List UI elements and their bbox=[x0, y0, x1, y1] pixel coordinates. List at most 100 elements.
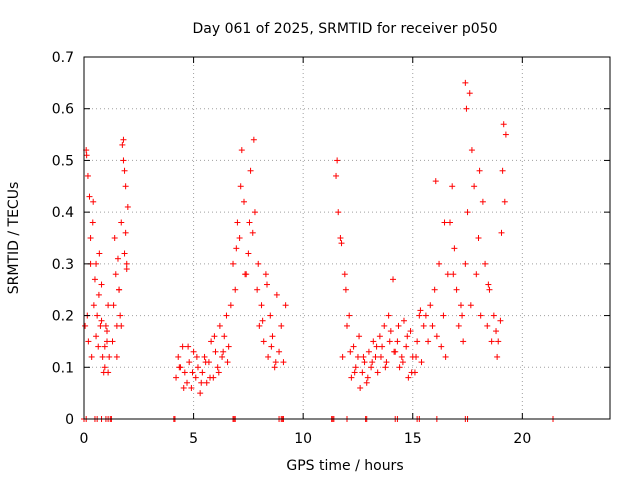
data-point bbox=[381, 322, 388, 329]
data-point bbox=[101, 343, 108, 350]
data-point bbox=[425, 338, 432, 345]
data-point bbox=[259, 317, 266, 324]
data-point bbox=[386, 338, 393, 345]
data-point bbox=[420, 322, 427, 329]
data-point bbox=[249, 229, 256, 236]
data-point bbox=[220, 348, 227, 355]
data-point bbox=[273, 291, 280, 298]
data-point bbox=[262, 271, 269, 278]
data-point bbox=[185, 343, 192, 350]
data-point bbox=[201, 353, 208, 360]
data-point bbox=[350, 343, 357, 350]
data-point bbox=[334, 157, 341, 164]
data-point bbox=[219, 353, 226, 360]
data-point bbox=[462, 79, 469, 86]
x-tick-label: 20 bbox=[513, 431, 531, 447]
data-point bbox=[495, 338, 502, 345]
y-tick-label: 0.2 bbox=[52, 309, 74, 325]
data-point bbox=[444, 271, 451, 278]
data-point bbox=[471, 183, 478, 190]
data-point bbox=[240, 198, 247, 205]
data-points bbox=[81, 79, 557, 422]
data-point bbox=[82, 322, 89, 329]
data-point bbox=[441, 219, 448, 226]
data-point bbox=[432, 178, 439, 185]
data-point bbox=[176, 364, 183, 371]
data-point bbox=[232, 286, 239, 293]
data-point bbox=[413, 353, 420, 360]
data-point bbox=[250, 136, 257, 143]
data-point bbox=[221, 333, 228, 340]
data-point bbox=[482, 260, 489, 267]
data-point bbox=[376, 333, 383, 340]
data-point bbox=[400, 317, 407, 324]
data-point bbox=[348, 374, 355, 381]
data-point bbox=[236, 235, 243, 241]
data-point bbox=[339, 353, 346, 360]
data-point bbox=[198, 379, 205, 386]
data-point bbox=[117, 312, 124, 319]
data-point bbox=[280, 359, 287, 366]
y-tick-label: 0.1 bbox=[52, 360, 74, 376]
data-point bbox=[173, 374, 180, 381]
x-tick-label: 15 bbox=[404, 431, 422, 447]
data-point bbox=[251, 209, 258, 216]
data-point bbox=[477, 312, 484, 319]
data-point bbox=[98, 317, 105, 324]
data-point bbox=[475, 235, 482, 241]
data-point bbox=[382, 364, 389, 371]
data-point bbox=[114, 255, 121, 262]
data-point bbox=[121, 167, 128, 174]
data-point bbox=[468, 147, 475, 154]
data-point bbox=[399, 359, 406, 366]
data-point bbox=[457, 302, 464, 309]
data-point bbox=[364, 374, 371, 381]
data-point bbox=[87, 235, 94, 241]
data-point bbox=[207, 374, 214, 381]
y-tick-label: 0 bbox=[65, 412, 74, 428]
data-point bbox=[99, 353, 106, 360]
data-point bbox=[485, 281, 492, 288]
data-point bbox=[242, 271, 249, 278]
data-point bbox=[102, 322, 109, 329]
data-point bbox=[440, 312, 447, 319]
data-point bbox=[363, 379, 370, 386]
data-point bbox=[429, 322, 436, 329]
data-point bbox=[123, 266, 130, 273]
data-point bbox=[97, 322, 104, 329]
data-point bbox=[479, 198, 486, 205]
data-point bbox=[225, 343, 232, 350]
data-point bbox=[394, 338, 401, 345]
data-point bbox=[246, 219, 253, 226]
data-point bbox=[93, 260, 100, 267]
x-tick-label: 0 bbox=[80, 431, 89, 447]
data-point bbox=[118, 219, 125, 226]
data-point bbox=[338, 240, 345, 247]
data-point bbox=[116, 286, 123, 293]
data-point bbox=[418, 359, 425, 366]
y-axis-label: SRMTID / TECUs bbox=[6, 182, 22, 295]
data-point bbox=[377, 353, 384, 360]
data-point bbox=[383, 359, 390, 366]
data-point bbox=[370, 338, 377, 345]
data-point bbox=[211, 333, 218, 340]
data-point bbox=[93, 333, 100, 340]
y-tick-label: 0.7 bbox=[52, 50, 74, 66]
data-point bbox=[347, 348, 354, 355]
data-point bbox=[271, 364, 278, 371]
data-point bbox=[111, 235, 118, 241]
data-point bbox=[194, 364, 201, 371]
data-point bbox=[414, 338, 421, 345]
data-point bbox=[84, 172, 91, 179]
data-point bbox=[192, 374, 199, 381]
y-tick-label: 0.3 bbox=[52, 257, 74, 273]
data-point bbox=[447, 219, 454, 226]
data-point bbox=[98, 281, 105, 288]
data-point bbox=[359, 369, 366, 376]
data-point bbox=[436, 260, 443, 267]
data-point bbox=[404, 333, 411, 340]
data-point bbox=[215, 369, 222, 376]
data-point bbox=[120, 136, 127, 143]
data-point bbox=[180, 384, 187, 391]
data-point bbox=[467, 302, 474, 309]
